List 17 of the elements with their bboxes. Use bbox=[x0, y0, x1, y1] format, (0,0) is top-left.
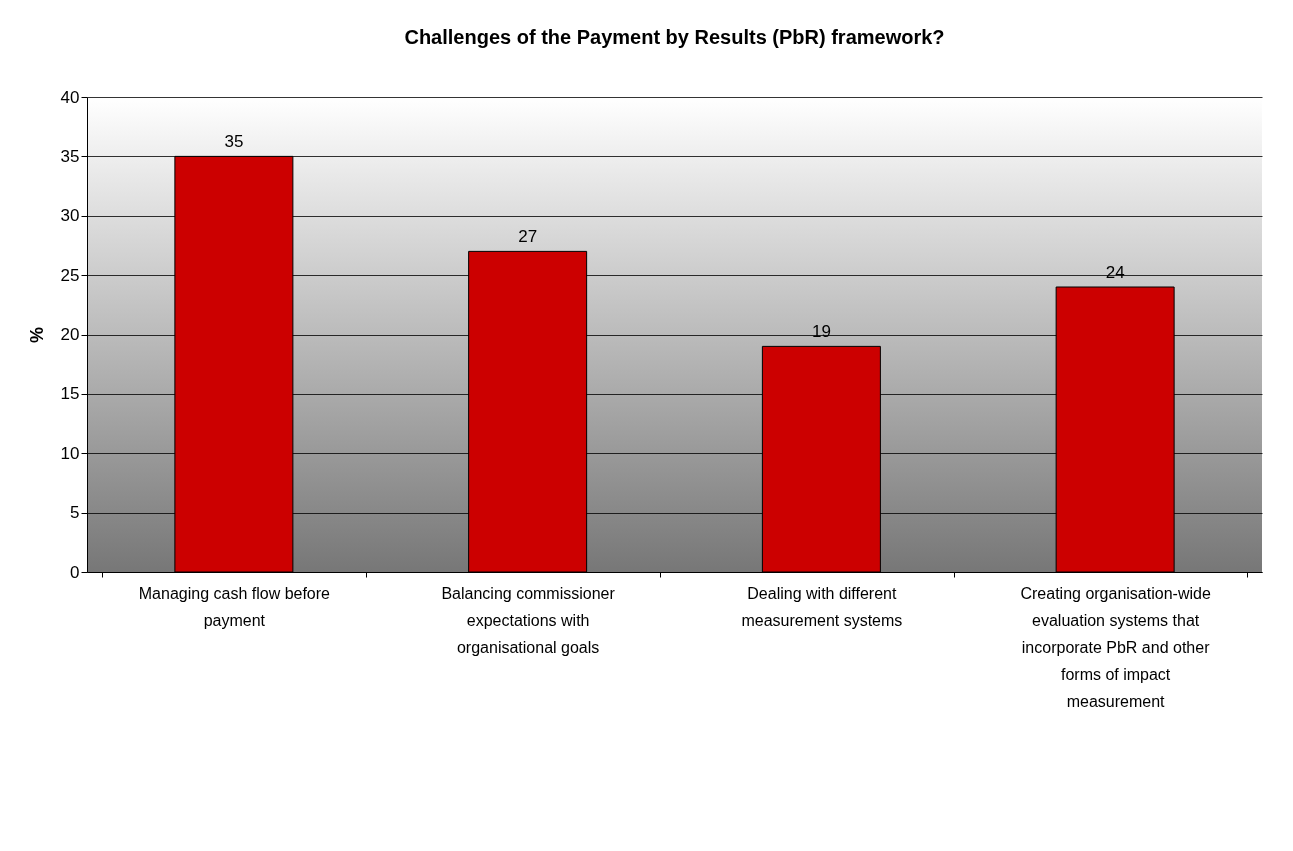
x-tick-label: Managing cash flow before payment bbox=[138, 584, 331, 629]
y-tick-label: 30 bbox=[60, 206, 80, 226]
y-axis-title: % bbox=[26, 326, 47, 344]
data-label: 27 bbox=[518, 227, 538, 247]
y-tick-label: 40 bbox=[60, 87, 80, 107]
x-tick-label: Dealing with different measurement systems bbox=[741, 584, 903, 629]
y-tick-label: 0 bbox=[70, 562, 80, 582]
y-tick-label: 5 bbox=[70, 503, 80, 523]
chart-title: Challenges of the Payment by Results (PbR) framework? bbox=[404, 26, 945, 48]
y-tick-label: 35 bbox=[60, 146, 80, 166]
x-tick-label: Balancing commissioner expectations with organisational goals bbox=[441, 584, 616, 656]
y-tick-label: 25 bbox=[60, 265, 80, 285]
y-tick-label: 20 bbox=[60, 325, 80, 344]
data-label: 35 bbox=[224, 132, 244, 152]
y-tick-label: 10 bbox=[60, 443, 80, 463]
y-tick-label: 15 bbox=[60, 384, 80, 404]
x-tick-label: Creating organisation-wide evaluation systems that incorporate PbR and other forms of impact measurement bbox=[1020, 584, 1211, 710]
